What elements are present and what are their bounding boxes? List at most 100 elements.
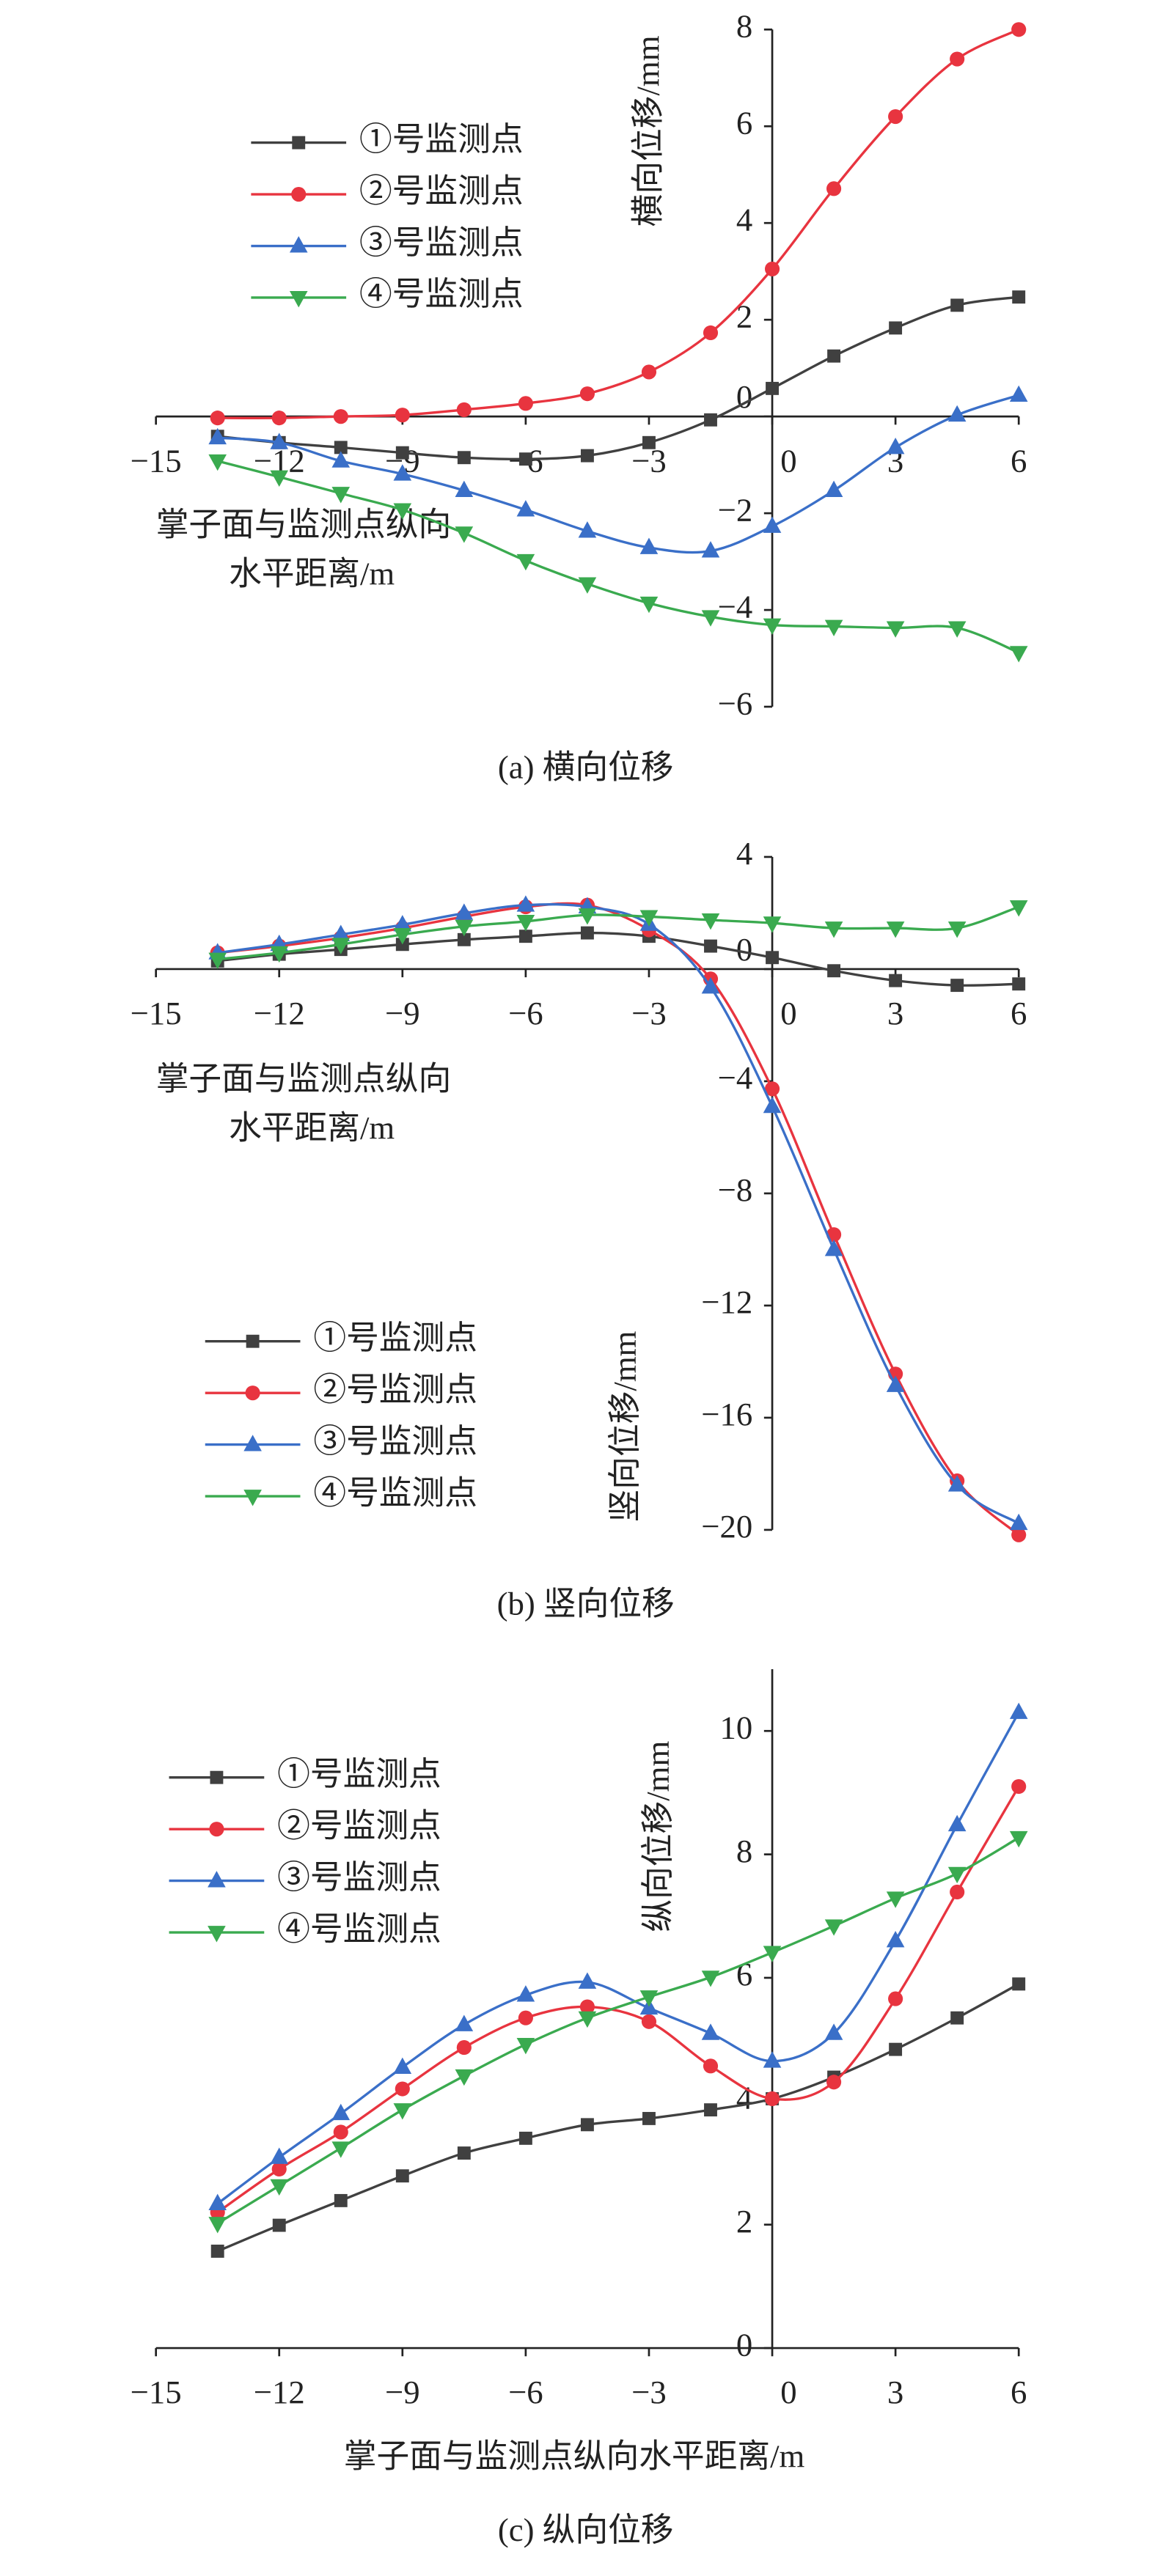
marker: [763, 618, 782, 635]
x-tick-label: −12: [254, 2374, 305, 2410]
marker: [395, 2081, 410, 2097]
y-tick-label: 2: [736, 2203, 752, 2240]
y-tick-label: 0: [736, 2326, 752, 2363]
marker: [642, 2111, 656, 2125]
marker: [889, 974, 903, 987]
marker: [886, 621, 905, 638]
marker: [947, 1475, 967, 1492]
marker: [516, 1985, 535, 2002]
marker: [393, 2103, 412, 2120]
marker: [889, 2042, 903, 2056]
marker: [701, 977, 720, 994]
marker: [764, 1081, 780, 1097]
marker: [826, 2075, 842, 2090]
marker: [1011, 1527, 1027, 1542]
x-tick-label: −6: [508, 995, 543, 1031]
marker: [763, 2051, 782, 2068]
marker: [1012, 290, 1026, 304]
marker: [270, 2147, 289, 2164]
marker: [701, 2023, 720, 2040]
marker: [456, 402, 472, 417]
marker: [1012, 1977, 1026, 1991]
marker: [824, 619, 843, 636]
marker: [947, 1814, 967, 1832]
marker: [824, 1240, 843, 1256]
marker: [704, 413, 717, 427]
legend-marker: [292, 136, 306, 150]
x-axis-title: 掌子面与监测点纵向: [156, 1061, 451, 1097]
y-tick-label: 4: [736, 835, 752, 872]
marker: [518, 396, 533, 411]
marker: [827, 349, 841, 363]
marker: [331, 487, 351, 504]
marker: [455, 2069, 474, 2086]
marker: [516, 553, 535, 571]
y-tick-label: −8: [718, 1171, 753, 1208]
marker: [208, 952, 227, 969]
y-tick-label: −2: [718, 491, 753, 528]
marker: [271, 2161, 287, 2177]
marker: [516, 895, 535, 912]
marker: [763, 516, 782, 533]
y-tick-label: −4: [718, 1059, 753, 1096]
y-tick-label: 0: [736, 931, 752, 968]
marker: [947, 621, 967, 638]
x-axis-title: 水平距离/m: [229, 556, 395, 592]
marker: [947, 921, 967, 938]
marker: [455, 526, 474, 543]
x-tick-label: −15: [131, 995, 182, 1031]
marker: [1009, 1830, 1028, 1848]
legend-label: ③号监测点: [313, 1423, 477, 1460]
legend-marker: [208, 1871, 226, 1888]
x-tick-label: 6: [1011, 442, 1027, 479]
marker: [210, 411, 225, 426]
marker: [886, 921, 905, 938]
marker: [270, 946, 289, 963]
y-axis-title: 纵向位移/mm: [639, 1741, 676, 1932]
marker: [578, 908, 597, 925]
legend-label: ③号监测点: [277, 1859, 441, 1896]
marker: [457, 451, 471, 465]
marker: [210, 2244, 224, 2258]
marker: [947, 1866, 967, 1884]
x-tick-label: 0: [780, 442, 796, 479]
marker: [579, 386, 595, 402]
legend-label: ①号监测点: [359, 121, 524, 158]
marker: [1011, 22, 1027, 37]
marker: [886, 437, 905, 455]
x-tick-label: −6: [508, 2374, 543, 2410]
marker: [208, 454, 227, 471]
marker: [270, 470, 289, 487]
legend-label: ④号监测点: [313, 1474, 477, 1511]
marker: [455, 2014, 474, 2031]
marker: [455, 919, 474, 937]
marker: [889, 321, 903, 335]
x-axis-title: 水平距离/m: [229, 1110, 395, 1147]
marker: [456, 2040, 472, 2056]
marker: [580, 926, 594, 940]
marker: [704, 939, 717, 953]
y-tick-label: −6: [718, 685, 753, 721]
marker: [1009, 1513, 1028, 1531]
marker: [518, 930, 532, 943]
marker: [518, 452, 532, 466]
marker: [827, 964, 841, 978]
marker: [886, 1891, 905, 1908]
legend-marker: [208, 1926, 226, 1943]
marker: [824, 480, 843, 498]
legend-label: ①号监测点: [277, 1756, 441, 1792]
marker: [764, 261, 780, 276]
marker: [331, 2103, 351, 2121]
marker: [331, 2141, 351, 2158]
marker: [701, 913, 720, 930]
marker: [455, 480, 474, 498]
marker: [824, 2023, 843, 2040]
caption: (b) 竖向位移: [497, 1585, 675, 1622]
legend-label: ②号监测点: [313, 1371, 477, 1407]
marker: [639, 537, 659, 554]
marker: [950, 51, 965, 67]
legend-label: ④号监测点: [359, 276, 524, 312]
x-axis-title: 掌子面与监测点纵向水平距离/m: [344, 2437, 805, 2474]
